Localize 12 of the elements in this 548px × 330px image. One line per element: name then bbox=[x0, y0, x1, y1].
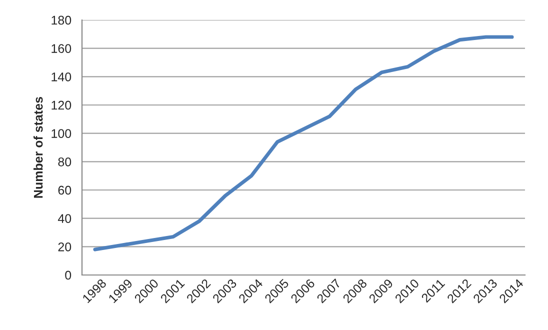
y-tick-label: 100 bbox=[52, 129, 72, 138]
y-tick-label: 140 bbox=[52, 72, 72, 82]
line-series bbox=[93, 35, 514, 252]
y-tick-label: 120 bbox=[52, 100, 72, 110]
y-tick-label: 40 bbox=[58, 214, 72, 223]
y-axis-title: Number of states bbox=[34, 96, 43, 198]
y-tick-label: 20 bbox=[58, 242, 72, 252]
y-tick-label: 80 bbox=[58, 157, 72, 166]
y-tick-label: 0 bbox=[65, 270, 72, 280]
y-tick-label: 180 bbox=[52, 16, 72, 25]
y-tick-label: 160 bbox=[52, 44, 72, 53]
y-tick-label: 60 bbox=[58, 186, 72, 195]
